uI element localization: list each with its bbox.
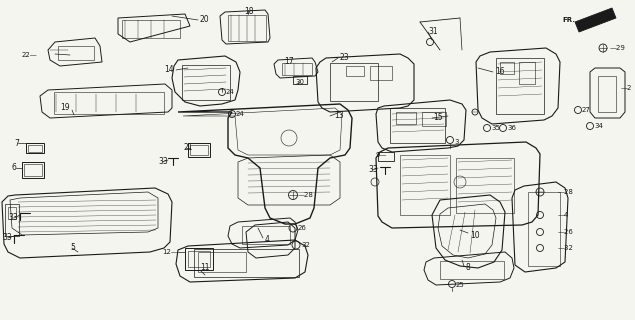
- Bar: [528, 192, 560, 266]
- Text: 10: 10: [470, 230, 479, 239]
- Text: 33: 33: [8, 213, 18, 222]
- Text: 12—: 12—: [162, 249, 178, 255]
- Text: 25: 25: [456, 282, 465, 288]
- Text: —28: —28: [298, 192, 314, 198]
- Text: —29: —29: [610, 45, 626, 51]
- Bar: [396, 112, 416, 124]
- Bar: [5, 204, 19, 236]
- Text: 7: 7: [14, 139, 19, 148]
- Text: 34: 34: [594, 123, 603, 129]
- Bar: [293, 76, 307, 84]
- Bar: [282, 63, 312, 75]
- Text: 23: 23: [340, 53, 350, 62]
- Text: 4: 4: [265, 236, 270, 244]
- Text: 20: 20: [200, 15, 210, 25]
- Bar: [188, 251, 210, 267]
- Text: 31: 31: [428, 28, 438, 36]
- Text: 30: 30: [295, 79, 304, 85]
- Text: FR.: FR.: [562, 17, 575, 23]
- Text: 18: 18: [244, 7, 253, 17]
- Text: 5: 5: [70, 244, 75, 252]
- Text: 36: 36: [507, 125, 516, 131]
- Text: 8: 8: [466, 263, 471, 273]
- Text: 32: 32: [301, 242, 310, 248]
- Text: —2: —2: [621, 85, 632, 91]
- Bar: [58, 46, 94, 60]
- Bar: [519, 62, 535, 84]
- Text: 33: 33: [2, 234, 12, 243]
- Text: 19: 19: [60, 103, 70, 113]
- Bar: [598, 76, 616, 112]
- Text: —28: —28: [558, 189, 574, 195]
- Polygon shape: [575, 8, 616, 32]
- Bar: [190, 145, 208, 155]
- Bar: [54, 92, 164, 114]
- Text: —4: —4: [558, 212, 570, 218]
- Text: 13: 13: [334, 110, 344, 119]
- Bar: [24, 164, 42, 176]
- Bar: [182, 65, 230, 100]
- Bar: [26, 143, 44, 153]
- Bar: [28, 145, 42, 152]
- Text: 14: 14: [164, 66, 173, 75]
- Bar: [122, 20, 180, 38]
- Text: 33: 33: [368, 165, 378, 174]
- Bar: [188, 143, 210, 157]
- Bar: [496, 58, 544, 114]
- Text: 15: 15: [433, 114, 443, 123]
- Bar: [198, 252, 246, 272]
- Bar: [422, 112, 446, 126]
- Bar: [500, 62, 514, 74]
- Text: 6: 6: [12, 164, 17, 172]
- Text: 24: 24: [236, 111, 244, 117]
- Bar: [400, 155, 450, 215]
- Bar: [390, 108, 445, 143]
- Text: 22—: 22—: [22, 52, 37, 58]
- Text: 16: 16: [495, 68, 505, 76]
- Text: —26: —26: [558, 229, 574, 235]
- Text: 24: 24: [226, 89, 235, 95]
- Bar: [194, 249, 299, 277]
- Bar: [370, 66, 392, 80]
- Bar: [228, 15, 266, 41]
- Text: 17: 17: [284, 58, 293, 67]
- Text: 27: 27: [582, 107, 591, 113]
- Bar: [242, 226, 290, 244]
- Bar: [330, 63, 378, 101]
- Text: 26: 26: [298, 225, 307, 231]
- Bar: [378, 152, 394, 161]
- Text: 3: 3: [454, 139, 458, 145]
- Bar: [346, 66, 364, 76]
- Text: 21: 21: [183, 143, 192, 153]
- Text: 35: 35: [491, 125, 500, 131]
- Bar: [440, 261, 504, 279]
- Text: 11: 11: [200, 263, 210, 273]
- Bar: [8, 207, 16, 219]
- Bar: [185, 248, 213, 270]
- Text: —32: —32: [558, 245, 574, 251]
- Bar: [22, 162, 44, 178]
- Text: 9—: 9—: [376, 152, 387, 158]
- Text: 33: 33: [158, 157, 168, 166]
- Bar: [456, 158, 514, 213]
